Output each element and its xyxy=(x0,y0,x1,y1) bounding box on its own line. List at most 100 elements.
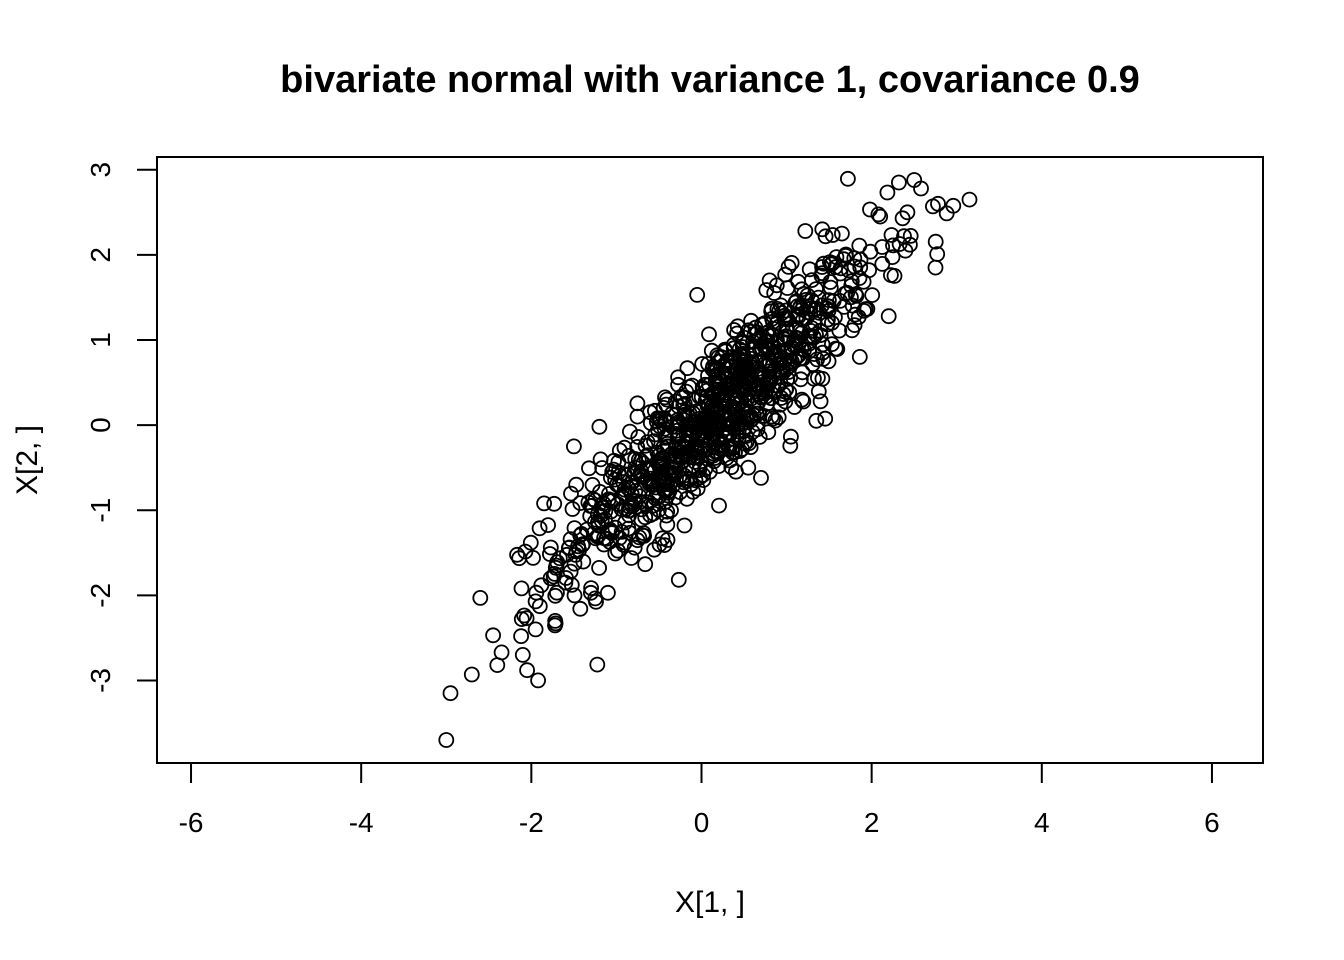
x-tick-label: -6 xyxy=(179,807,204,838)
scatter-point xyxy=(761,272,778,289)
scatter-point xyxy=(938,205,955,222)
scatter-point xyxy=(658,482,674,499)
scatter-point xyxy=(566,438,582,455)
x-axis-label: X[1, ] xyxy=(675,886,745,919)
scatter-point xyxy=(744,411,760,427)
scatter-point xyxy=(739,346,756,362)
scatter-point xyxy=(605,492,621,509)
scatter-point xyxy=(531,520,548,537)
scatter-point xyxy=(557,574,574,591)
scatter-point xyxy=(862,243,879,260)
scatter-point xyxy=(847,286,864,303)
scatter-point xyxy=(701,326,717,343)
scatter-point xyxy=(767,412,784,429)
scatter-point xyxy=(592,483,608,500)
scatter-point xyxy=(822,274,839,290)
scatter-point xyxy=(851,348,868,365)
scatter-point xyxy=(810,289,827,306)
scatter-point xyxy=(864,287,881,304)
scatter-point xyxy=(530,672,546,689)
scatter-point xyxy=(743,390,760,407)
scatter-point xyxy=(659,391,675,408)
scatter-point xyxy=(687,472,704,489)
scatter-point xyxy=(812,327,829,344)
scatter-point xyxy=(822,254,838,271)
scatter-point xyxy=(695,472,712,489)
scatter-point xyxy=(721,426,737,443)
x-tick-label: -2 xyxy=(519,807,544,838)
scatter-point xyxy=(656,420,673,437)
scatter-point xyxy=(597,503,614,519)
scatter-point xyxy=(740,459,757,476)
scatter-point xyxy=(670,571,687,588)
scatter-point xyxy=(794,350,811,367)
scatter-point xyxy=(840,170,856,187)
scatter-point xyxy=(718,378,735,395)
scatter-point xyxy=(783,254,800,271)
scatter-point xyxy=(472,590,489,606)
scatter-point xyxy=(751,428,768,445)
scatter-point xyxy=(732,347,748,364)
scatter-point xyxy=(812,393,829,410)
scatter-point xyxy=(781,384,798,401)
x-tick-label: 0 xyxy=(694,807,710,838)
scatter-point xyxy=(647,402,663,419)
scatter-point xyxy=(902,236,918,253)
scatter-point xyxy=(794,391,810,408)
scatter-point xyxy=(610,464,627,481)
scatter-point xyxy=(777,309,794,326)
scatter-point xyxy=(808,412,825,429)
scatter-point xyxy=(527,621,544,638)
scatter-point xyxy=(646,541,663,558)
scatter-point xyxy=(710,400,726,417)
scatter-point xyxy=(679,439,696,456)
scatter-point xyxy=(630,429,647,445)
scatter-point xyxy=(513,628,529,645)
scatter-point xyxy=(651,459,668,476)
scatter-point xyxy=(589,656,606,673)
y-tick-label: 3 xyxy=(85,162,116,178)
scatter-point xyxy=(651,501,667,518)
scatter-point xyxy=(463,666,480,683)
scatter-point xyxy=(814,297,830,314)
scatter-point xyxy=(542,570,559,587)
scatter-point xyxy=(516,607,533,624)
y-tick-label: 2 xyxy=(85,247,116,263)
scatter-point xyxy=(765,410,781,427)
scatter-point xyxy=(705,447,721,464)
scatter-point xyxy=(561,540,577,556)
scatter-point xyxy=(583,584,599,601)
scatter-point xyxy=(711,497,727,514)
scatter-point xyxy=(880,308,897,325)
scatter-point xyxy=(589,528,606,545)
scatter-point xyxy=(801,261,818,278)
scatter-point xyxy=(572,600,589,617)
y-axis-label: X[2, ] xyxy=(11,425,44,495)
scatter-point xyxy=(547,617,563,634)
scatter-point xyxy=(815,350,832,367)
scatter-point xyxy=(691,462,708,479)
scatter-point xyxy=(670,369,686,386)
scatter-point xyxy=(509,546,525,563)
scatter-point xyxy=(676,517,693,534)
scatter-point xyxy=(846,258,863,275)
scatter-point xyxy=(493,644,510,661)
scatter-point xyxy=(667,440,684,457)
scatter-point xyxy=(772,351,789,368)
scatter-point xyxy=(623,550,640,566)
scatter-point xyxy=(846,317,863,334)
scatter-point xyxy=(761,375,777,392)
scatter-point xyxy=(758,282,775,298)
scatter-point xyxy=(925,198,941,215)
scatter-point xyxy=(899,204,916,221)
scatter-point xyxy=(676,407,693,424)
scatter-point xyxy=(692,457,708,474)
scatter-point xyxy=(780,311,796,328)
scatter-point xyxy=(442,685,459,702)
scatter-point xyxy=(885,237,901,254)
scatter-point xyxy=(797,223,814,239)
scatter-point xyxy=(883,227,900,243)
scatter-point xyxy=(760,424,777,441)
scatter-point xyxy=(641,494,657,511)
scatter-point xyxy=(763,408,780,425)
